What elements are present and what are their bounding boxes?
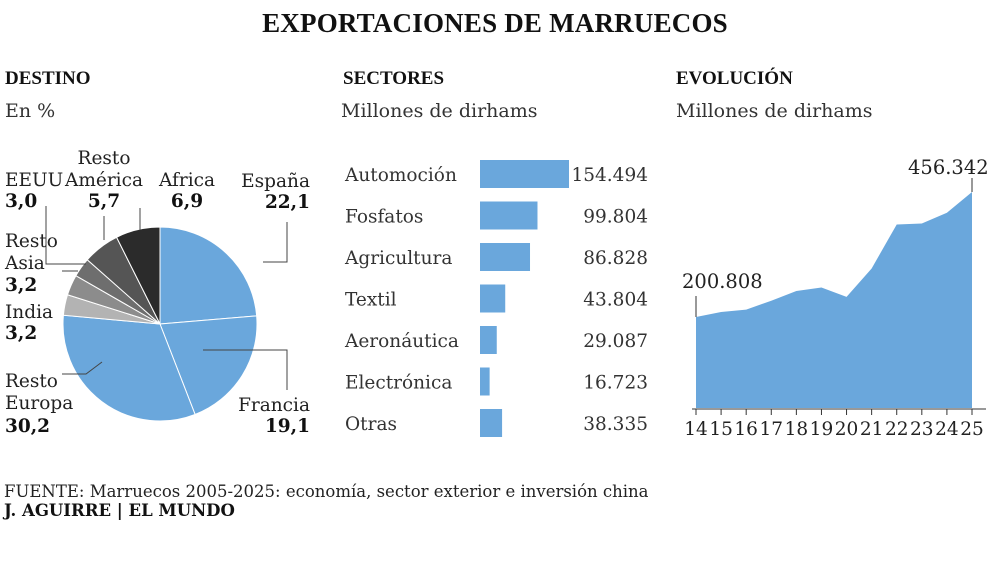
x-tick-label: 15	[709, 419, 733, 440]
infographic-title: EXPORTACIONES DE MARRUECOS	[262, 8, 728, 38]
x-tick-label: 20	[835, 419, 859, 440]
bar-category-label: Otras	[345, 414, 397, 435]
pie-slice-7	[115, 226, 161, 325]
annotation-start-value: 200.808	[682, 270, 763, 293]
pie-label-2-line1: Resto	[5, 371, 58, 392]
pie-value-4: 3,2	[5, 275, 37, 296]
pie-label-6-line1: Resto	[78, 148, 131, 169]
pie-value-7: 6,9	[171, 191, 203, 212]
destino-pie-chart: España22,1Francia19,1RestoEuropa30,2Indi…	[4, 148, 310, 437]
pie-leader-line-0	[263, 222, 288, 263]
bar-value-label: 29.087	[583, 331, 648, 352]
bar-category-label: Agricultura	[344, 248, 452, 269]
pie-slice-1	[159, 315, 258, 416]
x-tick-label: 21	[860, 419, 884, 440]
x-tick-label: 18	[785, 419, 809, 440]
pie-label-0: España	[241, 171, 310, 192]
x-tick-label: 25	[960, 419, 984, 440]
pie-value-3: 3,2	[5, 323, 37, 344]
destino-header: DESTINO	[5, 68, 91, 89]
sectores-subtitle: Millones de dirhams	[341, 100, 538, 122]
author-credit: J. AGUIRRE | EL MUNDO	[4, 501, 235, 520]
x-tick-label: 19	[810, 419, 834, 440]
pie-label-5: EEUU	[5, 170, 63, 191]
annotation-end-value: 456.342	[908, 156, 988, 179]
pie-leader-line-1	[203, 349, 288, 390]
bar-category-label: Textil	[345, 290, 397, 311]
x-tick-label: 17	[759, 419, 783, 440]
bar	[480, 284, 506, 313]
bar	[480, 243, 531, 271]
bar-category-label: Automoción	[344, 165, 457, 186]
pie-value-5: 3,0	[5, 191, 37, 212]
area-series	[696, 192, 972, 408]
pie-label-1: Francia	[238, 395, 310, 416]
bar-category-label: Electrónica	[345, 373, 452, 394]
pie-label-4-line2: Asia	[4, 253, 45, 274]
pie-slice-0	[159, 226, 258, 325]
evolucion-area-chart: 14 15 16 17 18 19 20 21 22 23 24 25 200.808 456.342	[682, 156, 988, 440]
bar-value-label: 38.335	[583, 414, 648, 435]
x-tick-label: 14	[684, 419, 708, 440]
pie-label-3: India	[5, 302, 53, 323]
pie-label-4-line1: Resto	[5, 231, 58, 252]
x-tick-label: 24	[935, 419, 959, 440]
source-note: FUENTE: Marruecos 2005-2025: economía, s…	[4, 482, 649, 501]
pie-label-7: Africa	[158, 170, 215, 191]
pie-slice-2	[62, 314, 196, 422]
pie-leader-line-2	[62, 361, 103, 375]
evolucion-subtitle: Millones de dirhams	[676, 100, 873, 122]
pie-leader-line-5	[45, 206, 86, 265]
pie-label-6-line2: América	[64, 170, 143, 191]
sectores-bar-chart: Automoción 154.494 Fosfatos 99.804 Agricultu…	[344, 160, 648, 437]
bar-value-label: 16.723	[583, 373, 648, 394]
bar-category-label: Fosfatos	[345, 207, 423, 228]
destino-subtitle: En %	[5, 100, 56, 122]
sectores-header: SECTORES	[343, 68, 445, 89]
evolucion-header: EVOLUCIÓN	[676, 68, 793, 89]
bar	[480, 160, 569, 188]
bar	[480, 326, 497, 354]
pie-label-2-line2: Europa	[5, 393, 73, 414]
bar-value-label: 154.494	[571, 165, 648, 186]
pie-value-6: 5,7	[88, 191, 120, 212]
bar-value-label: 99.804	[583, 207, 648, 228]
x-tick-label: 23	[910, 419, 934, 440]
x-tick-label: 22	[885, 419, 909, 440]
bar	[480, 367, 490, 396]
pie-value-1: 19,1	[265, 416, 310, 437]
x-tick-label: 16	[734, 419, 758, 440]
bar-value-label: 43.804	[583, 290, 648, 311]
pie-value-0: 22,1	[265, 192, 310, 213]
bar-value-label: 86.828	[583, 248, 648, 269]
bar	[480, 201, 538, 230]
pie-value-2: 30,2	[5, 416, 50, 437]
bar-category-label: Aeronáutica	[344, 331, 459, 352]
bar	[480, 409, 503, 437]
